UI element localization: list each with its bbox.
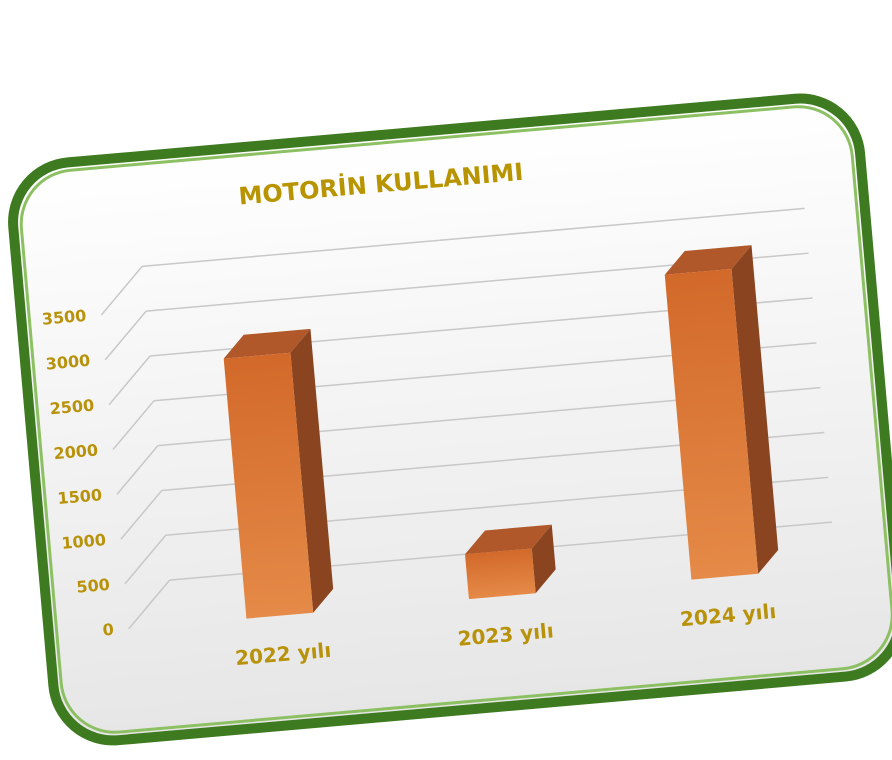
- bar: [664, 268, 759, 580]
- bar-side: [531, 524, 556, 594]
- panel-group: MOTORİN KULLANIMI 0500100015002000250030…: [8, 93, 892, 746]
- y-tick-label: 500: [76, 575, 111, 597]
- bar-top: [664, 245, 752, 275]
- bar-top: [465, 524, 552, 555]
- y-tick-label: 3500: [41, 306, 87, 329]
- grid-line-side: [120, 489, 163, 540]
- y-tick-label: 2000: [53, 440, 99, 463]
- grid-line-side: [112, 400, 155, 451]
- grid-line-side: [104, 310, 147, 361]
- bar-side: [731, 245, 779, 574]
- bar-side: [290, 328, 334, 613]
- grid-line: [142, 207, 805, 268]
- y-tick-label: 1500: [57, 485, 103, 508]
- panel-inner-border: [19, 105, 892, 734]
- bar: [465, 548, 536, 600]
- grid-line-side: [116, 445, 159, 495]
- y-tick-label: 1000: [61, 530, 107, 553]
- y-tick-label: 2500: [49, 396, 95, 419]
- grid-line-side: [128, 579, 171, 630]
- bar-top: [223, 328, 311, 359]
- y-tick-label: 0: [102, 620, 115, 640]
- grid-line-side: [108, 355, 151, 406]
- bar: [223, 352, 314, 619]
- y-tick-label: 3000: [45, 351, 91, 374]
- grid-line-side: [124, 534, 167, 585]
- grid-line-side: [100, 265, 143, 316]
